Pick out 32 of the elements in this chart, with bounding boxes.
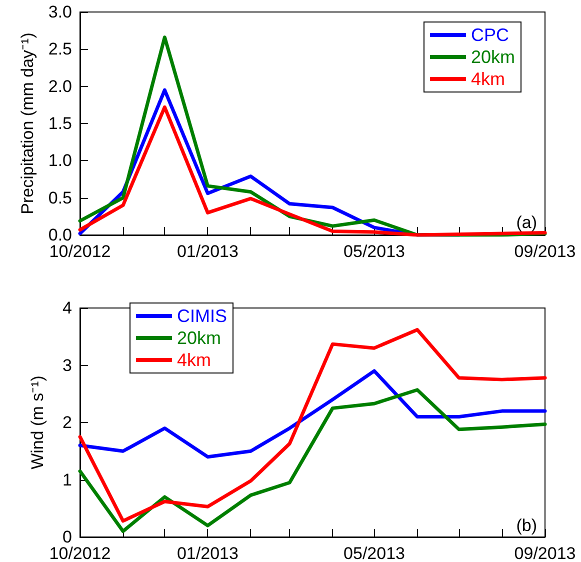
x-tick-label: 09/2013: [514, 544, 576, 562]
line-series: [78, 388, 547, 534]
y-tick-label: 0: [62, 528, 72, 546]
legend-label: 4km: [470, 69, 505, 89]
y-tick-label: 2.0: [48, 76, 72, 96]
x-tick-label: 10/2012: [49, 242, 111, 261]
y-tick-label: 2: [62, 413, 72, 432]
x-tick-label: 09/2013: [514, 242, 576, 261]
legend-label: 20km: [177, 328, 222, 348]
x-tick-label: 10/2012: [49, 544, 111, 562]
annotation: (a): [516, 213, 538, 232]
y-tick-label: 3: [62, 356, 72, 375]
y-tick-label: 1.0: [48, 151, 72, 170]
y-axis-title: Wind (m s⁻¹): [28, 376, 47, 470]
y-tick-label: 1: [62, 470, 72, 490]
y-tick-label: 0.5: [48, 188, 72, 208]
legend-label: 20km: [470, 47, 515, 67]
y-tick-label: 0.0: [48, 226, 72, 244]
x-tick-label: 05/2013: [344, 242, 405, 261]
line-series: [78, 369, 547, 459]
x-tick-label: 05/2013: [344, 544, 405, 562]
x-tick-label: 01/2013: [176, 242, 238, 261]
y-tick-label: 2.5: [48, 40, 72, 59]
annotation: (b): [516, 516, 538, 535]
y-tick-label: 4: [62, 298, 72, 318]
y-axis-title: Precipitation (mm day⁻¹): [18, 32, 37, 214]
legend-label: CIMIS: [177, 306, 228, 326]
y-tick-label: 3.0: [48, 2, 72, 22]
x-tick-label: 01/2013: [176, 544, 238, 562]
legend-label: 4km: [177, 350, 212, 370]
y-tick-label: 1.5: [48, 114, 72, 133]
legend-label: CPC: [470, 25, 509, 45]
